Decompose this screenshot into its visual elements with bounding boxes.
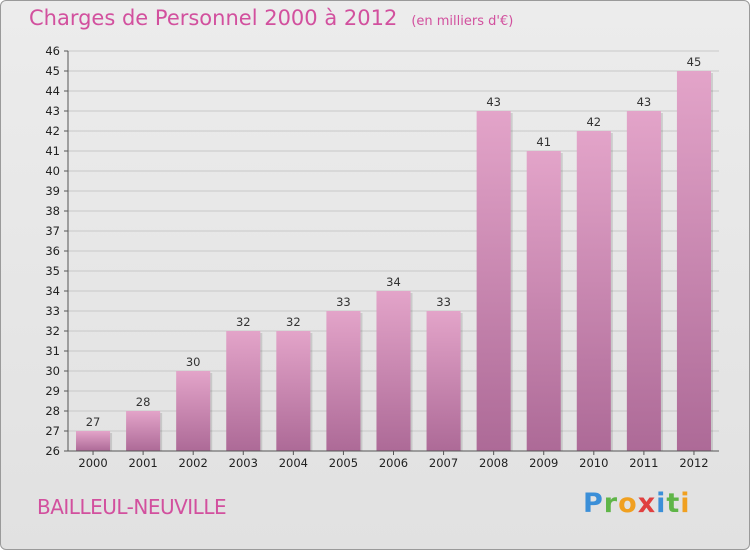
logo-letter: i — [656, 488, 667, 519]
bar — [626, 111, 661, 451]
y-tick-label: 38 — [45, 204, 60, 218]
y-tick-label: 33 — [45, 304, 60, 318]
bar — [176, 371, 211, 451]
logo-letter: i — [680, 488, 691, 519]
logo-letter: P — [583, 488, 604, 519]
title-text: Charges de Personnel 2000 à 2012 — [29, 6, 398, 30]
x-tick-label: 2003 — [229, 456, 258, 470]
data-label: 27 — [86, 415, 101, 429]
data-label: 32 — [286, 315, 301, 329]
y-tick-label: 26 — [45, 444, 60, 458]
bar — [376, 291, 411, 451]
logo-letter: o — [618, 488, 638, 519]
y-tick-label: 37 — [45, 224, 60, 238]
proxiti-logo[interactable]: Proxiti — [583, 488, 691, 519]
x-tick-label: 2000 — [78, 456, 107, 470]
data-label: 43 — [486, 95, 501, 109]
logo-letter: r — [603, 488, 619, 519]
data-label: 30 — [186, 355, 201, 369]
labels: 27 28 30 32 32 33 34 33 43 41 42 43 45 — [86, 55, 702, 429]
bar — [126, 411, 161, 451]
y-tick-label: 31 — [45, 344, 60, 358]
x-tick-label: 2004 — [279, 456, 308, 470]
x-tick-label: 2005 — [329, 456, 358, 470]
bar — [526, 151, 561, 451]
data-label: 33 — [336, 295, 351, 309]
y-tick-label: 35 — [45, 264, 60, 278]
x-tick-label: 2006 — [379, 456, 408, 470]
bar — [226, 331, 261, 451]
y-tick-label: 28 — [45, 404, 60, 418]
y-tick-label: 32 — [45, 324, 60, 338]
logo-letter: x — [637, 488, 657, 519]
bar — [76, 431, 111, 451]
logo-letter: t — [666, 488, 681, 519]
bar — [576, 131, 611, 451]
y-tick-label: 36 — [45, 244, 60, 258]
bar — [276, 331, 311, 451]
data-label: 34 — [386, 275, 401, 289]
x-tick-label: 2002 — [179, 456, 208, 470]
y-tick-label: 44 — [45, 84, 60, 98]
bar — [476, 111, 511, 451]
y-tick-label: 41 — [45, 144, 60, 158]
x-tick-label: 2009 — [529, 456, 558, 470]
unit-label: (en milliers d'€) — [411, 14, 514, 29]
chart-title: Charges de Personnel 2000 à 2012 (en mill… — [29, 6, 513, 30]
commune-name: BAILLEUL-NEUVILLE — [37, 495, 227, 519]
x-tick-label: 2010 — [579, 456, 608, 470]
y-tick-label: 39 — [45, 184, 60, 198]
data-label: 41 — [536, 135, 551, 149]
data-label: 43 — [637, 95, 652, 109]
y-tick-label: 40 — [45, 164, 60, 178]
y-tick-label: 30 — [45, 364, 60, 378]
y-tick-label: 45 — [45, 64, 60, 78]
bar — [676, 71, 711, 451]
x-tick-label: 2007 — [429, 456, 458, 470]
data-label: 32 — [236, 315, 251, 329]
data-label: 28 — [136, 395, 151, 409]
axes: 26 27 28 29 30 31 32 33 34 35 36 37 38 39 40 41 42 43 44 45… — [45, 44, 719, 470]
x-tick-label: 2001 — [128, 456, 157, 470]
x-tick-label: 2012 — [679, 456, 708, 470]
y-tick-label: 42 — [45, 124, 60, 138]
data-label: 33 — [436, 295, 451, 309]
y-tick-label: 34 — [45, 284, 60, 298]
x-tick-label: 2011 — [629, 456, 658, 470]
y-tick-label: 43 — [45, 104, 60, 118]
y-tick-label: 46 — [45, 44, 60, 58]
x-tick-label: 2008 — [479, 456, 508, 470]
bar — [326, 311, 361, 451]
y-tick-label: 29 — [45, 384, 60, 398]
data-label: 45 — [687, 55, 702, 69]
bars — [76, 71, 713, 451]
bar — [426, 311, 461, 451]
data-label: 42 — [586, 115, 601, 129]
y-tick-label: 27 — [45, 424, 60, 438]
